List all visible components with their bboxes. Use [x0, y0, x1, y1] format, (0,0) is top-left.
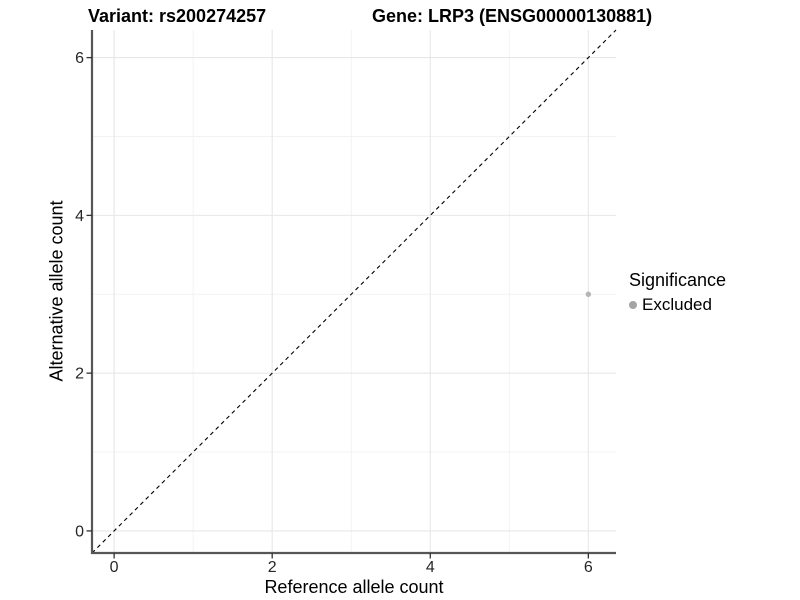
- x-tick-label: 6: [584, 559, 593, 576]
- y-axis-label: Alternative allele count: [46, 200, 67, 382]
- x-axis-label: Reference allele count: [264, 577, 444, 597]
- variant-title: Variant: rs200274257: [88, 6, 267, 26]
- y-tick-label: 4: [75, 208, 84, 225]
- x-tick-label: 4: [426, 559, 435, 576]
- legend: Significance Excluded: [629, 270, 726, 315]
- gene-title: Gene: LRP3 (ENSG00000130881): [372, 6, 653, 26]
- y-tick-label: 2: [75, 366, 84, 383]
- data-point: [585, 291, 592, 297]
- legend-item-excluded: Excluded: [629, 295, 726, 315]
- x-tick-label: 0: [110, 559, 119, 576]
- y-tick-label: 0: [75, 523, 84, 540]
- legend-title: Significance: [629, 270, 727, 290]
- y-tick-label: 6: [75, 50, 84, 67]
- legend-point-icon: [629, 301, 637, 309]
- legend-item-label: Excluded: [642, 295, 712, 314]
- identity-reference-line: [91, 29, 617, 554]
- x-tick-label: 2: [268, 559, 277, 576]
